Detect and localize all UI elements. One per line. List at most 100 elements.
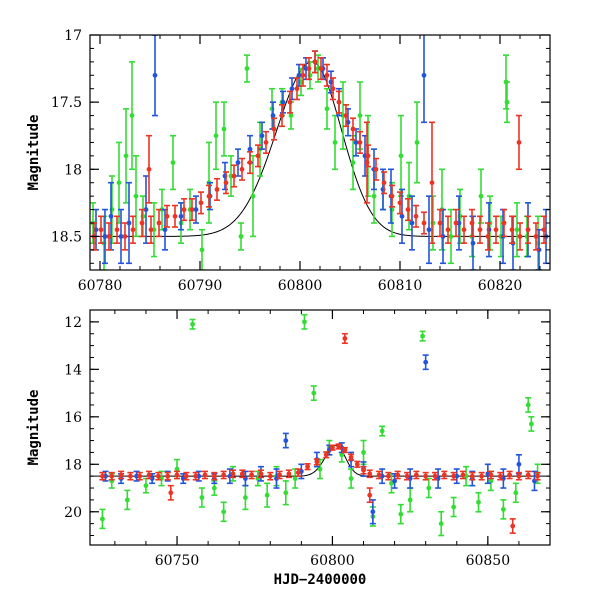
data-point [528,416,535,432]
point-marker [330,86,336,92]
data-point [140,195,146,238]
point-marker [118,234,124,239]
data-point [206,184,212,208]
data-point [385,471,392,481]
point-marker [283,490,289,496]
data-point [114,215,120,244]
data-point [397,503,404,525]
point-marker [332,140,338,145]
point-marker [174,466,180,472]
data-point [525,215,531,244]
point-marker [259,133,265,139]
data-point [238,222,244,251]
data-point [413,470,420,480]
data-point [335,443,342,450]
data-point [172,204,178,228]
point-marker [118,472,124,478]
data-point [263,130,269,154]
point-marker [398,511,404,517]
point-marker [311,390,317,396]
point-marker [488,478,494,484]
point-marker [206,193,212,199]
point-marker [247,146,253,152]
point-marker [413,472,419,478]
point-marker [426,227,432,233]
point-marker [516,461,522,467]
data-point [106,222,112,251]
data-point [478,168,484,224]
data-point [515,453,522,475]
data-point [255,144,261,168]
data-point [270,101,276,130]
point-marker [302,319,307,325]
data-point [133,155,139,238]
data-point [421,211,427,235]
point-marker [461,227,467,233]
data-point [485,222,491,251]
data-point [167,484,174,501]
point-marker [441,472,447,478]
point-marker [287,99,293,105]
data-point [139,208,145,238]
data-point [493,215,499,244]
data-point [381,171,387,195]
data-point [534,471,541,481]
data-point [273,468,280,489]
point-marker [330,445,335,451]
data-point [357,130,363,154]
data-point [501,208,507,238]
point-marker [174,472,180,478]
point-marker [183,473,189,479]
point-marker [371,193,377,199]
point-marker [350,126,356,132]
point-marker [397,200,403,206]
point-marker [432,473,438,479]
point-marker [193,473,199,479]
point-marker [130,227,136,233]
point-marker [323,452,329,458]
point-marker [263,140,269,145]
data-point [222,161,228,191]
data-point [220,470,227,480]
data-point [421,35,427,124]
data-point [181,198,187,222]
data-point [432,471,438,481]
y-axis-label: Magnitude [26,390,42,466]
data-point [146,134,152,204]
data-point [108,471,115,481]
point-marker [479,473,485,479]
data-point [124,489,131,511]
point-marker [392,478,397,484]
point-marker [137,473,143,479]
data-point [235,148,241,177]
data-point [242,484,249,511]
data-point [524,215,530,258]
point-marker [389,193,395,199]
y-tick-label: 18.5 [51,229,82,245]
point-marker [211,485,217,491]
data-point [109,175,115,244]
data-point [143,175,149,244]
point-marker [172,213,178,219]
point-marker [477,227,483,233]
data-point [214,177,220,201]
point-marker [407,497,413,503]
data-point [512,482,519,504]
y-tick-label: 17.5 [51,95,82,111]
point-marker [247,160,253,165]
data-point [341,332,348,345]
data-point [445,215,451,244]
data-point [525,470,532,480]
data-point [515,471,522,481]
point-marker [514,227,520,233]
data-point [239,469,246,479]
point-marker [231,173,237,179]
point-marker [274,476,279,481]
point-marker [364,160,370,165]
series-1 [102,354,538,525]
point-marker [414,140,420,145]
point-marker [500,506,506,512]
data-point [379,468,386,485]
point-marker [123,153,129,159]
